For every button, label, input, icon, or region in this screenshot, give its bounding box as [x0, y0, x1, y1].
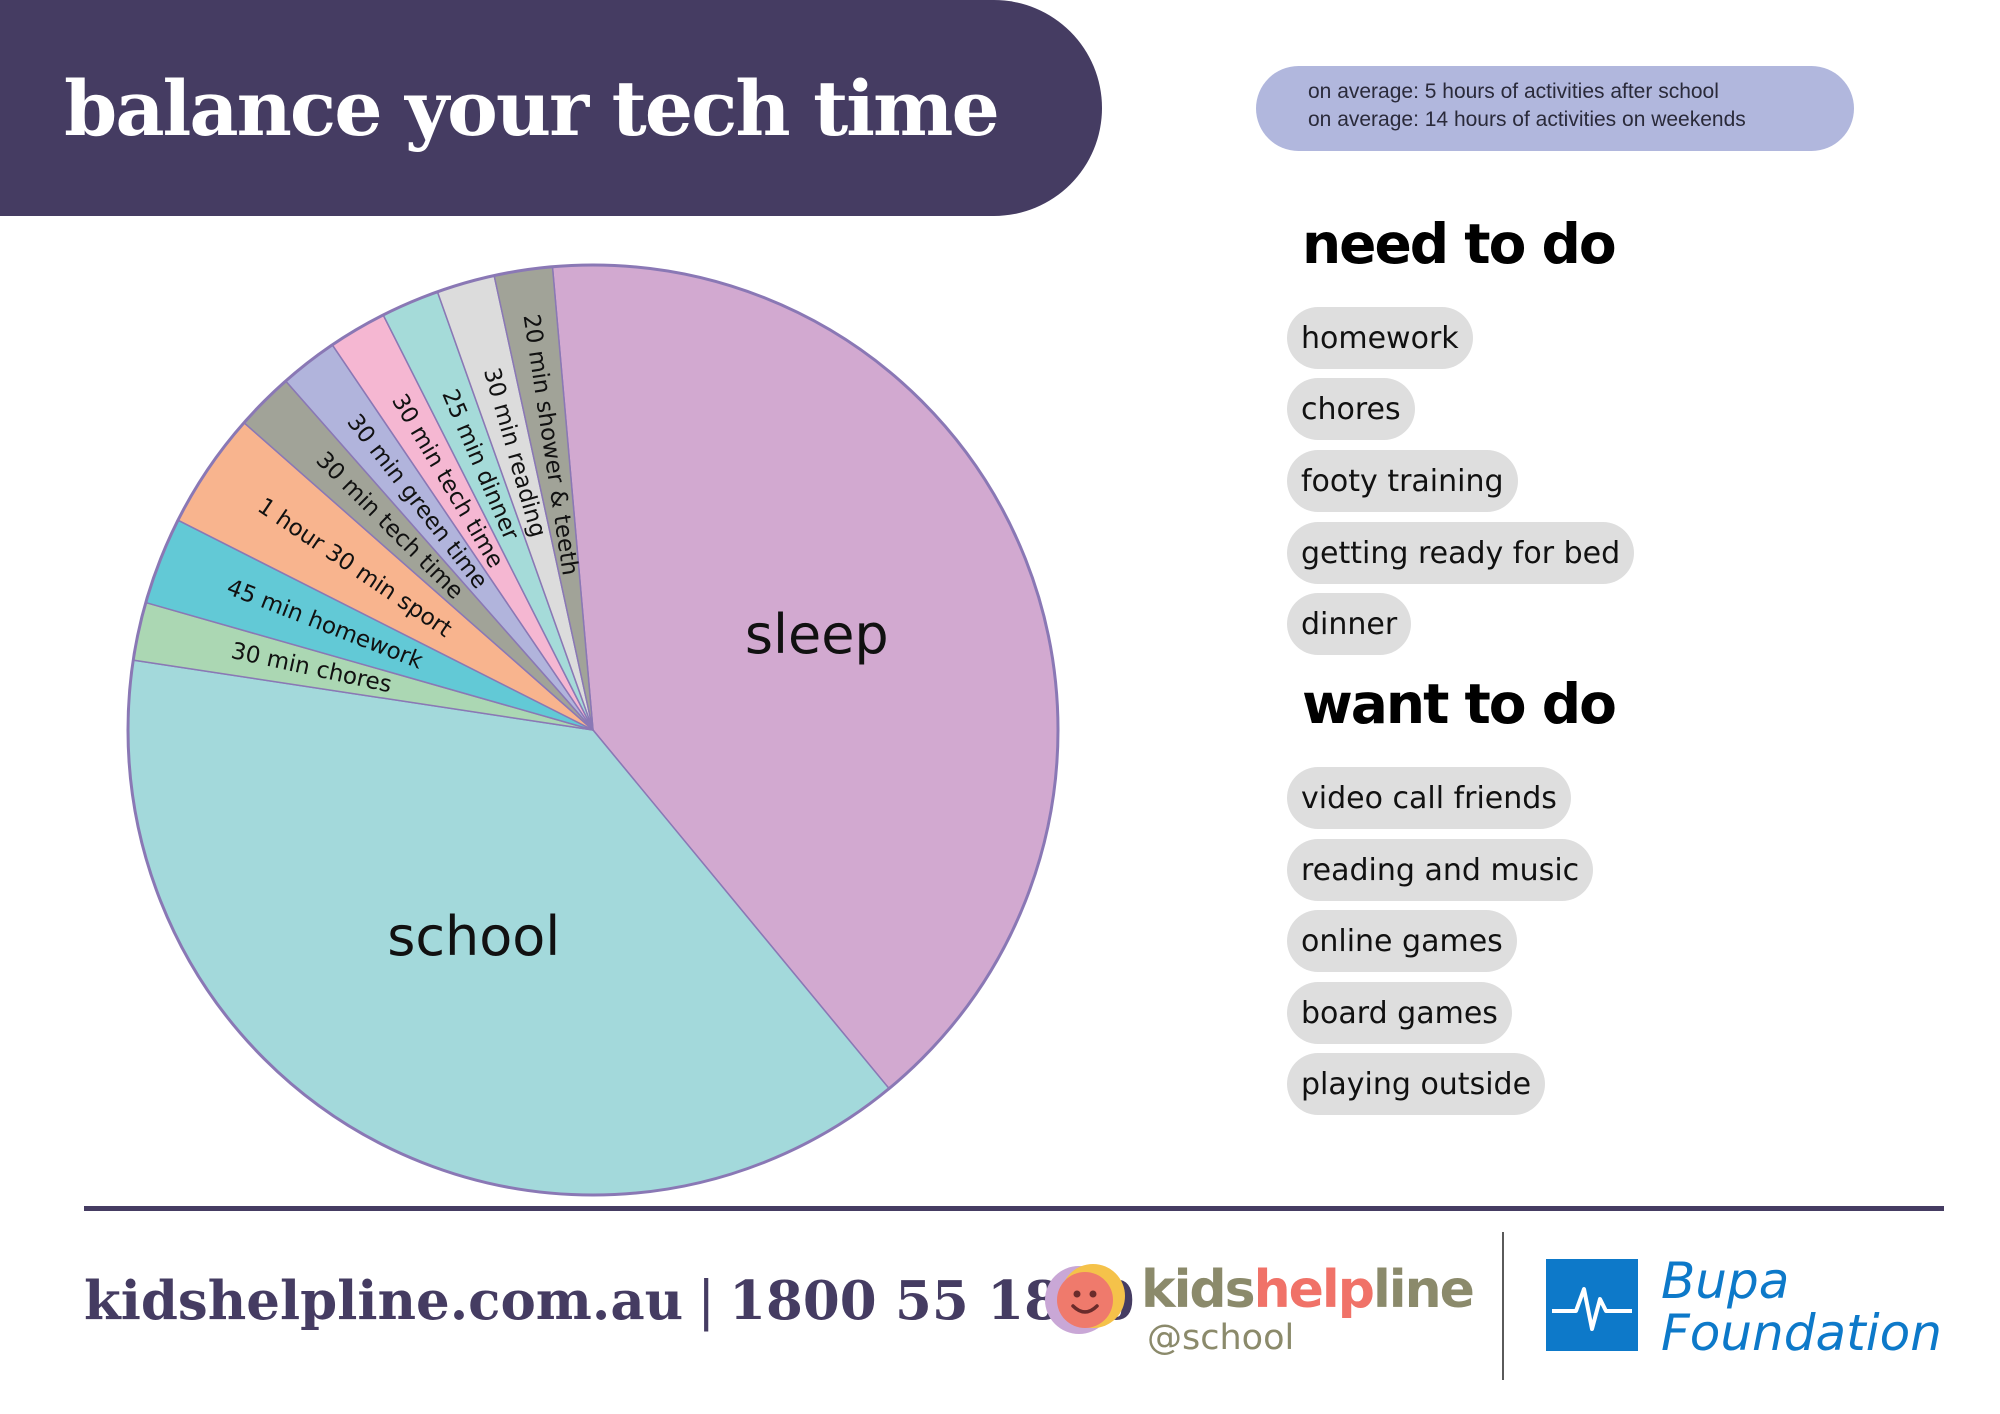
footer-divider-line	[84, 1206, 1944, 1211]
heartbeat-icon	[1546, 1259, 1638, 1351]
want-to-do-heading: want to do	[1302, 672, 1617, 736]
want-chip-board-games: board games	[1287, 982, 1512, 1044]
need-chip-chores: chores	[1287, 378, 1415, 440]
want-chip-reading-and-music: reading and music	[1287, 839, 1594, 901]
stats-weekends: on average: 14 hours of activities on we…	[1308, 108, 1746, 131]
bupa-foundation-logo: Bupa Foundation	[1546, 1255, 1966, 1365]
need-to-do-heading: need to do	[1302, 212, 1617, 276]
kids-helpline-logo: kidshelpline @school	[1043, 1252, 1475, 1362]
need-chip-homework: homework	[1287, 307, 1473, 369]
bupa-foundation-wordmark: Bupa Foundation	[1661, 1252, 1942, 1362]
want-chip-online-games: online games	[1287, 910, 1517, 972]
contact-separator: |	[697, 1271, 716, 1332]
want-chip-playing-outside: playing outside	[1287, 1053, 1546, 1115]
need-chip-dinner: dinner	[1287, 593, 1412, 655]
website-link[interactable]: kidshelpline.com.au	[84, 1270, 684, 1332]
page-title: balance your tech time	[64, 63, 1000, 153]
footer-contact: kidshelpline.com.au | 1800 55 1800	[84, 1270, 1135, 1332]
stats-pill: on average: 5 hours of activities after …	[1256, 66, 1854, 151]
logo-divider	[1502, 1232, 1504, 1380]
kids-helpline-school-label: @school	[1147, 1318, 1295, 1358]
pie-outline	[126, 263, 1060, 1197]
title-banner: balance your tech time	[0, 0, 1102, 216]
pie-label-0: sleep	[745, 603, 889, 666]
stats-after-school: on average: 5 hours of activities after …	[1308, 80, 1719, 103]
kids-helpline-smiley-icon	[1045, 1264, 1125, 1334]
need-chip-footy-training: footy training	[1287, 450, 1518, 512]
kids-helpline-wordmark: kidshelpline	[1141, 1260, 1475, 1320]
pie-label-1: school	[387, 905, 560, 968]
need-chip-getting-ready-for-bed: getting ready for bed	[1287, 522, 1635, 584]
want-chip-video-call-friends: video call friends	[1287, 767, 1571, 829]
